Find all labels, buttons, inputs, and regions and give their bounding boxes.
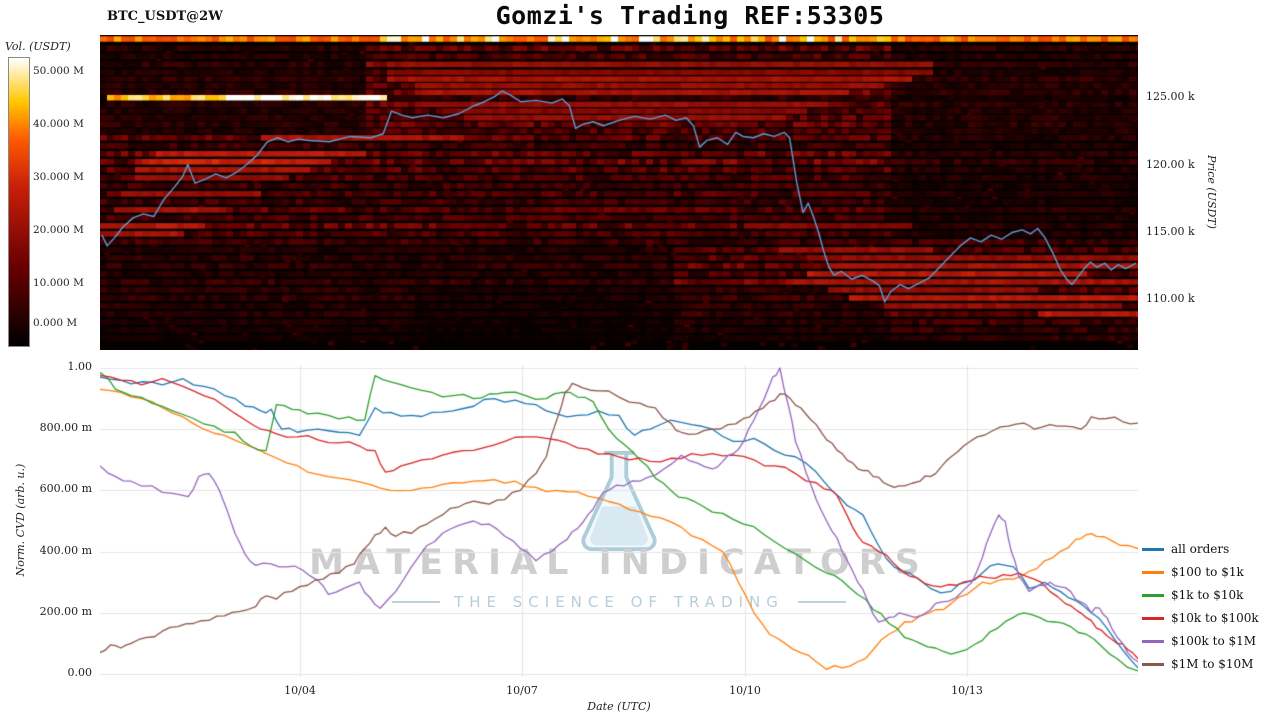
cvd-panel: MATERIAL INDICATORS THE SCIENCE OF TRADI… xyxy=(100,365,1138,677)
price-tick: 110.00 k xyxy=(1146,292,1195,305)
cvd-y-tick: 400.00 m xyxy=(39,544,92,557)
price-tick: 115.00 k xyxy=(1146,225,1195,238)
colorbar-tick: 20.000 M xyxy=(33,224,84,236)
price-tick: 120.00 k xyxy=(1146,158,1195,171)
series-legend: all orders $100 to $1k $1k to $10k $10k … xyxy=(1142,542,1259,680)
date-tick: 10/10 xyxy=(729,684,761,697)
date-tick: 10/04 xyxy=(284,684,316,697)
cvd-y-tick: 1.00 xyxy=(67,360,93,373)
date-tick: 10/13 xyxy=(951,684,983,697)
colorbar-tick: 10.000 M xyxy=(33,277,84,289)
cvd-line-chart xyxy=(100,365,1138,677)
legend-swatch xyxy=(1142,639,1164,643)
legend-item: $1k to $10k xyxy=(1142,588,1259,602)
colorbar-tick: 40.000 M xyxy=(33,118,84,130)
date-tick: 10/07 xyxy=(506,684,538,697)
page-title: Gomzi's Trading REF:53305 xyxy=(495,1,885,30)
price-axis-title: Price (USDT) xyxy=(1205,155,1218,229)
colorbar-axis-title: Vol. (USDT) xyxy=(5,40,71,53)
legend-item: all orders xyxy=(1142,542,1259,556)
legend-swatch xyxy=(1142,570,1164,574)
volume-colorbar xyxy=(8,57,30,347)
legend-swatch xyxy=(1142,662,1164,666)
cvd-axis-title: Norm. CVD (arb. u.) xyxy=(14,463,27,577)
cvd-y-tick: 0.00 xyxy=(67,666,93,679)
colorbar-tick: 0.000 M xyxy=(33,317,78,329)
cvd-y-tick: 200.00 m xyxy=(39,605,92,618)
legend-item: $100k to $1M xyxy=(1142,634,1259,648)
legend-item: $10k to $100k xyxy=(1142,611,1259,625)
symbol-label: BTC_USDT@2W xyxy=(107,9,223,24)
legend-swatch xyxy=(1142,547,1164,551)
price-tick: 125.00 k xyxy=(1146,90,1195,103)
cvd-y-tick: 800.00 m xyxy=(39,421,92,434)
volume-heatmap-chart xyxy=(100,35,1138,350)
legend-swatch xyxy=(1142,616,1164,620)
legend-item: $1M to $10M xyxy=(1142,657,1259,671)
legend-item: $100 to $1k xyxy=(1142,565,1259,579)
colorbar-tick: 30.000 M xyxy=(33,171,84,183)
legend-swatch xyxy=(1142,593,1164,597)
colorbar-tick: 50.000 M xyxy=(33,65,84,77)
cvd-y-tick: 600.00 m xyxy=(39,482,92,495)
date-axis-title: Date (UTC) xyxy=(587,700,651,713)
